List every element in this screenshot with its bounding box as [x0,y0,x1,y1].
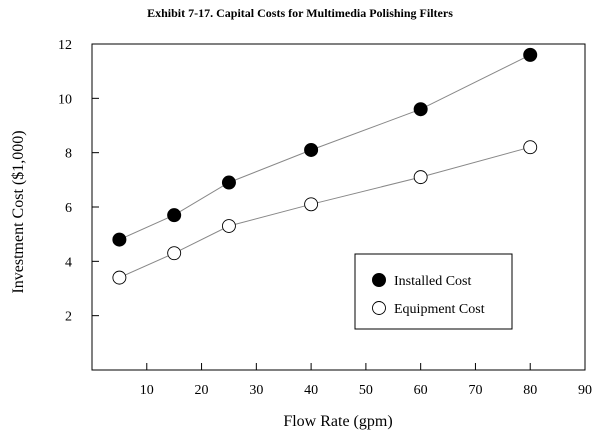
y-axis-label: Investment Cost ($1,000) [10,130,27,293]
series-line-0 [119,54,531,241]
legend: Installed Cost Equipment Cost [354,253,513,330]
equipment-cost-point [221,219,236,233]
x-tick-label: 10 [140,383,154,398]
x-axis-ticks: 10 20 30 40 50 60 70 80 90 [140,363,592,398]
x-tick-label: 40 [304,383,318,398]
installed-cost-point [304,142,319,157]
y-axis-ticks: 2 4 6 8 10 12 [58,38,99,325]
installed-cost-point [523,47,538,62]
chart-title: Exhibit 7-17. Capital Costs for Multimed… [147,6,453,20]
x-tick-label: 80 [523,383,537,398]
legend-label-0: Installed Cost [394,274,471,289]
y-tick-label: 2 [65,310,72,325]
x-tick-label: 30 [249,383,263,398]
installed-cost-point [413,102,428,117]
series-lines [119,54,531,279]
installed-cost-point [112,232,127,247]
legend-marker-1 [372,301,386,315]
y-tick-label: 8 [65,147,72,162]
equipment-cost-point [523,140,538,155]
x-axis-label: Flow Rate (gpm) [283,413,392,430]
y-tick-label: 12 [58,38,72,53]
installed-cost-point [221,175,236,190]
x-tick-label: 60 [414,383,428,398]
equipment-cost-point [413,170,428,185]
equipment-cost-point [304,197,319,212]
legend-marker-0 [372,273,386,287]
y-tick-label: 6 [65,201,72,216]
y-tick-label: 4 [65,255,72,270]
x-tick-label: 70 [468,383,482,398]
x-tick-label: 50 [359,383,373,398]
x-tick-label: 20 [195,383,209,398]
legend-box [354,253,513,330]
x-tick-label: 90 [578,383,592,398]
series-line-1 [119,146,531,279]
series-points [112,47,538,285]
installed-cost-point [167,208,182,223]
legend-label-1: Equipment Cost [394,302,485,317]
equipment-cost-point [112,270,127,285]
y-tick-label: 10 [58,92,72,107]
equipment-cost-point [167,246,182,261]
